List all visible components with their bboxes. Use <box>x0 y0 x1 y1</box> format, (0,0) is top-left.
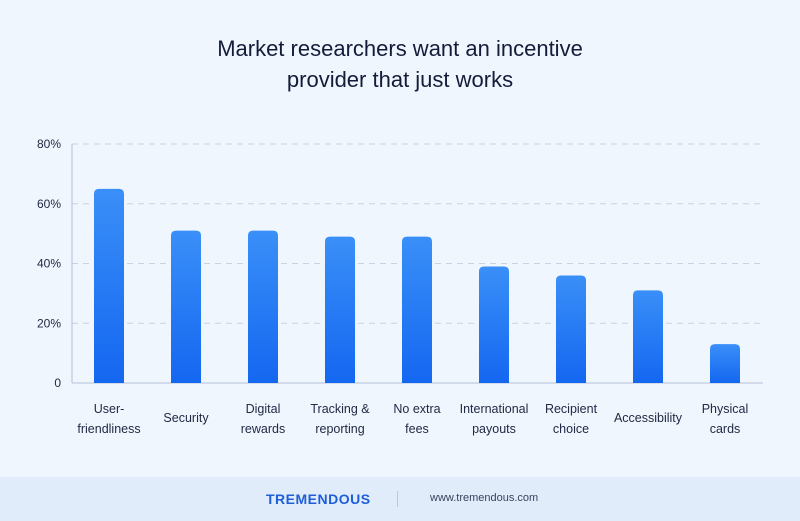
footer: TREMENDOUS www.tremendous.com <box>0 477 800 521</box>
x-tick-label: Tracking & reporting <box>310 402 370 436</box>
chart-title-line-1: Market researchers want an incentive <box>217 36 583 61</box>
footer-divider <box>397 491 398 507</box>
y-tick-label: 0 <box>54 376 61 390</box>
website-link[interactable]: www.tremendous.com <box>430 492 539 504</box>
bar <box>556 275 586 383</box>
x-tick-label: Digital rewards <box>241 402 285 436</box>
y-tick-label: 20% <box>37 316 61 330</box>
bar <box>710 344 740 383</box>
bar <box>94 188 124 383</box>
bar <box>633 290 663 383</box>
x-tick-label: Physical cards <box>702 402 749 436</box>
x-tick-label: Security <box>163 411 209 425</box>
bar <box>248 230 278 383</box>
x-tick-label: No extra fees <box>393 402 440 436</box>
bar <box>402 236 432 383</box>
x-tick-label: Accessibility <box>614 411 683 425</box>
brand-logo[interactable]: TREMENDOUS <box>266 491 371 507</box>
bar <box>325 236 355 383</box>
y-tick-label: 60% <box>37 197 61 211</box>
bar <box>171 230 201 383</box>
bar-chart: 0 20% 40% 60% 80% User-friendliness Security D… <box>37 137 763 436</box>
category-labels: User-friendliness Security Digital rewards T… <box>77 402 748 436</box>
x-tick-label: User-friendliness <box>77 402 140 436</box>
chart-title: Market researchers want an incentive pro… <box>0 33 800 95</box>
bar <box>479 266 509 383</box>
x-tick-label: International payouts <box>460 402 529 436</box>
chart-title-line-2: provider that just works <box>286 67 514 92</box>
bars <box>94 188 740 383</box>
x-tick-label: Recipient choice <box>545 402 598 436</box>
y-tick-label: 40% <box>37 257 61 271</box>
y-tick-label: 80% <box>37 137 61 151</box>
